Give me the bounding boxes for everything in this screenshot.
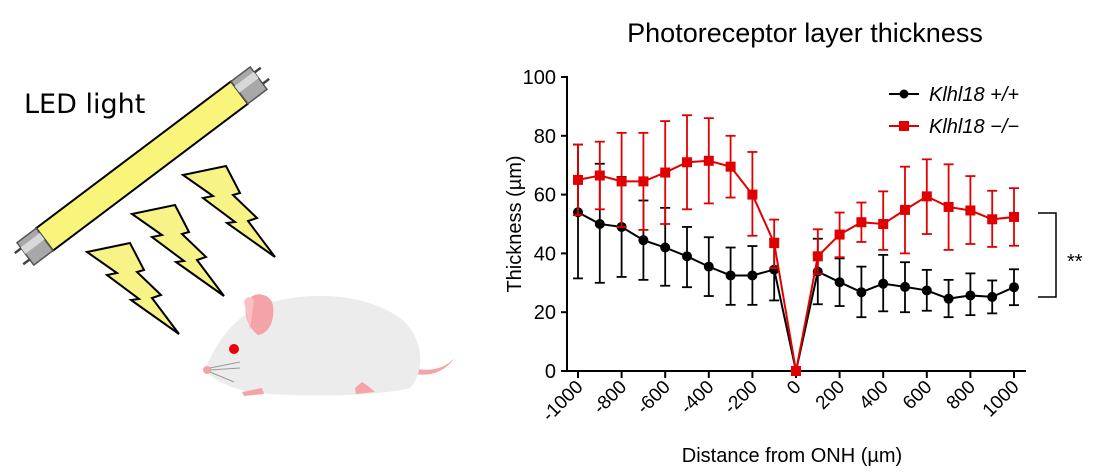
data-point: [791, 366, 801, 376]
x-tick-label: 200: [812, 377, 849, 414]
x-tick-label: 600: [899, 377, 936, 414]
y-tick-label: 60: [534, 185, 556, 207]
data-point: [900, 204, 910, 215]
data-point: [616, 176, 627, 187]
x-tick-label: 0: [783, 377, 805, 399]
significance-bracket: [1038, 212, 1057, 298]
legend-item-ko: Klhl18 −/−: [889, 116, 1019, 138]
data-point: [1009, 282, 1019, 293]
x-tick-label: 400: [855, 377, 892, 414]
mouse-icon: [203, 294, 455, 396]
data-point: [965, 290, 976, 301]
y-tick-label: 0: [545, 361, 556, 383]
mouse-eye: [229, 344, 239, 354]
data-point: [703, 155, 714, 166]
y-tick-label: 100: [523, 67, 556, 89]
data-point: [638, 235, 649, 246]
data-point: [900, 281, 910, 292]
data-point: [878, 219, 889, 229]
legend-item-wt: Klhl18 +/+: [889, 84, 1019, 106]
data-point: [573, 174, 583, 185]
x-axis-label: Distance from ONH (µm): [682, 445, 902, 467]
data-point: [594, 170, 605, 181]
data-point: [725, 270, 736, 281]
chart: Photoreceptor layer thickness Thickness …: [504, 18, 1083, 467]
data-point: [703, 261, 714, 272]
data-point: [834, 229, 845, 240]
lightning-bolt-icon: [180, 164, 276, 258]
lightning-bolt-icon: [129, 203, 225, 297]
data-point: [638, 176, 649, 187]
y-tick-label: 40: [534, 243, 556, 265]
data-point: [856, 217, 867, 228]
data-point: [878, 278, 889, 289]
led-light-label: LED light: [24, 89, 145, 120]
mouse-nose: [203, 366, 211, 374]
lightning-bolt-icon: [84, 241, 180, 335]
mouse-paw-back: [355, 382, 375, 394]
data-point: [965, 205, 976, 216]
significance-annotation: **: [1067, 251, 1083, 273]
y-tick-label: 20: [534, 302, 556, 324]
legend-label-ko: Klhl18 −/−: [929, 116, 1019, 138]
data-point: [682, 157, 692, 168]
chart-title: Photoreceptor layer thickness: [627, 18, 983, 48]
data-point: [987, 214, 998, 225]
x-tick-label: -600: [633, 377, 675, 419]
data-point: [1009, 211, 1019, 222]
data-point: [594, 219, 605, 229]
x-tick-label: -800: [589, 377, 631, 419]
x-tick-label: 800: [943, 377, 980, 414]
data-point: [660, 242, 671, 253]
data-point: [987, 291, 998, 302]
led-tube-icon: [14, 65, 270, 267]
data-point: [921, 191, 932, 202]
y-tick-label: 80: [534, 126, 556, 148]
data-point: [834, 277, 845, 288]
data-point: [921, 285, 932, 296]
data-point: [725, 161, 736, 172]
x-tick-label: 1000: [979, 377, 1024, 422]
data-point: [856, 287, 867, 298]
data-point: [747, 270, 758, 281]
data-point: [812, 251, 823, 262]
data-point: [747, 189, 758, 200]
data-point: [660, 167, 671, 178]
data-point: [943, 293, 954, 304]
x-tick-label: -1000: [538, 377, 587, 426]
data-point: [769, 264, 780, 275]
data-point: [943, 201, 954, 212]
y-axis-label: Thickness (µm): [504, 155, 526, 292]
x-tick-label: -200: [720, 377, 762, 419]
legend-label-wt: Klhl18 +/+: [929, 84, 1019, 106]
legend: Klhl18 +/+ Klhl18 −/−: [889, 84, 1019, 138]
illustration: LED light: [14, 65, 455, 396]
mouse-paw-front: [242, 388, 264, 396]
data-point: [682, 251, 692, 262]
x-tick-label: -400: [677, 377, 719, 419]
data-point: [769, 238, 780, 249]
series-knockout: [573, 114, 1019, 376]
